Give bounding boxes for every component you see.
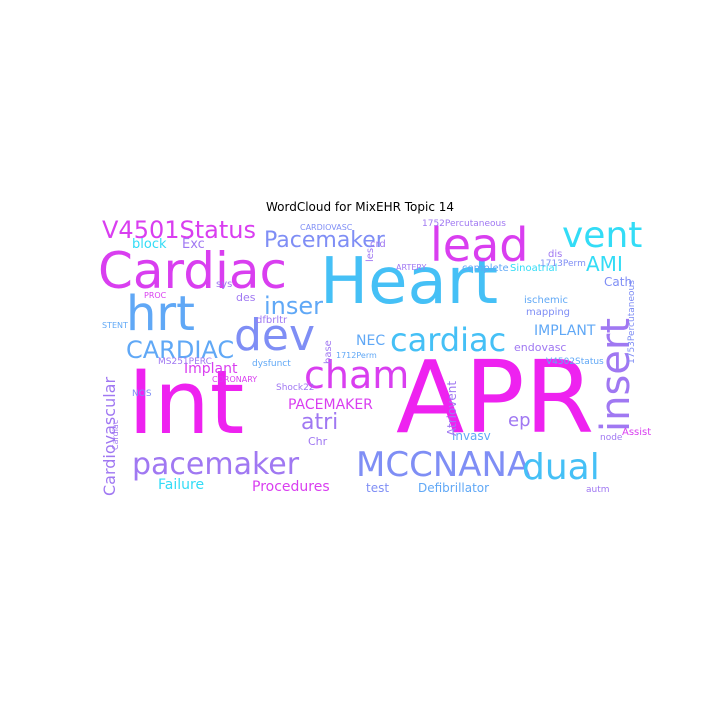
word-cham: cham: [304, 353, 410, 397]
word-defibrillator: Defibrillator: [418, 481, 490, 495]
word-block: block: [132, 237, 167, 252]
word-sys: sys: [216, 279, 233, 290]
word-implant: Implant: [184, 361, 238, 377]
word-inser: inser: [264, 292, 324, 320]
word-shock22: Shock22: [276, 383, 315, 393]
word-atri: atri: [301, 410, 339, 435]
word-hrt: hrt: [126, 286, 195, 342]
word-lead: lead: [430, 218, 529, 272]
word-crd: crd: [370, 239, 386, 250]
figure-title: WordCloud for MixEHR Topic 14: [265, 200, 455, 214]
word-les: les: [365, 247, 376, 262]
word-cath: Cath: [604, 275, 633, 289]
word-dev: dev: [234, 310, 316, 361]
word-failure: Failure: [158, 477, 205, 493]
word-ami: AMI: [586, 252, 623, 276]
word-1753percutaneous: 1753Percutaneous: [627, 280, 637, 364]
word-test: test: [366, 481, 390, 495]
word-dysfunct: dysfunct: [252, 359, 291, 369]
word-1713perm: 1713Perm: [540, 259, 586, 269]
word-ischemic: ischemic: [524, 295, 568, 306]
word-sinoatrial: Sinoatrial: [510, 263, 558, 274]
word-des: des: [236, 291, 256, 304]
word-artery: ARTERY: [396, 263, 427, 272]
word-cardiac-tiny: Cardiac: [111, 419, 120, 450]
word-int: Int: [128, 351, 245, 454]
word-base: base: [323, 340, 334, 364]
word-vent: vent: [562, 216, 643, 256]
word-ep: ep: [508, 410, 531, 431]
word-apr: APR: [396, 339, 595, 456]
word-endovasc: endovasc: [514, 341, 567, 354]
word-mccnana: MCCNANA: [356, 445, 531, 485]
word-chr: Chr: [308, 435, 328, 448]
word-ms251perc: MS251PERC: [158, 357, 212, 367]
word-v4501status: V4501Status: [102, 216, 256, 244]
word-autm: autm: [586, 485, 610, 495]
word-dual: dual: [522, 447, 600, 488]
word-cardiac-small: cardiac: [390, 321, 507, 359]
word-nos: NOS: [132, 389, 152, 399]
word-cloud: Int APR Heart Cardiac lead hrt dev cham …: [96, 216, 652, 500]
word-1752percutaneous: 1752Percutaneous: [422, 219, 506, 229]
word-pacemaker: pacemaker: [132, 447, 300, 482]
word-cardiac-large: Cardiac: [98, 242, 287, 300]
word-cardiac-caps: CARDIAC: [126, 336, 235, 364]
word-node: node: [600, 433, 623, 443]
word-stent: STENT: [102, 321, 128, 330]
word-nec: NEC: [356, 333, 386, 349]
word-cardiovasc: CARDIOVASC: [300, 223, 353, 232]
word-v4502status: V4502Status: [546, 357, 604, 367]
word-dfbrltr: dfbrltr: [256, 315, 288, 326]
word-heart: Heart: [320, 245, 499, 319]
word-exc: Exc: [182, 237, 205, 252]
word-mapping: mapping: [526, 307, 571, 318]
word-complete: complete: [462, 263, 509, 274]
word-atriovent: Atriovent: [445, 380, 459, 436]
word-coronary: CORONARY: [212, 375, 258, 384]
word-pacemaker-cap: Pacemaker: [264, 228, 385, 253]
word-proc: PROC: [144, 291, 167, 300]
word-invasv: invasv: [452, 429, 491, 443]
word-pacemaker-upper: PACEMAKER: [288, 397, 373, 413]
word-assist: Assist: [622, 427, 652, 438]
word-implant-caps: IMPLANT: [534, 323, 596, 339]
word-1712perm: 1712Perm: [336, 351, 377, 360]
word-procedures: Procedures: [252, 479, 330, 495]
word-dis: dis: [548, 249, 563, 260]
